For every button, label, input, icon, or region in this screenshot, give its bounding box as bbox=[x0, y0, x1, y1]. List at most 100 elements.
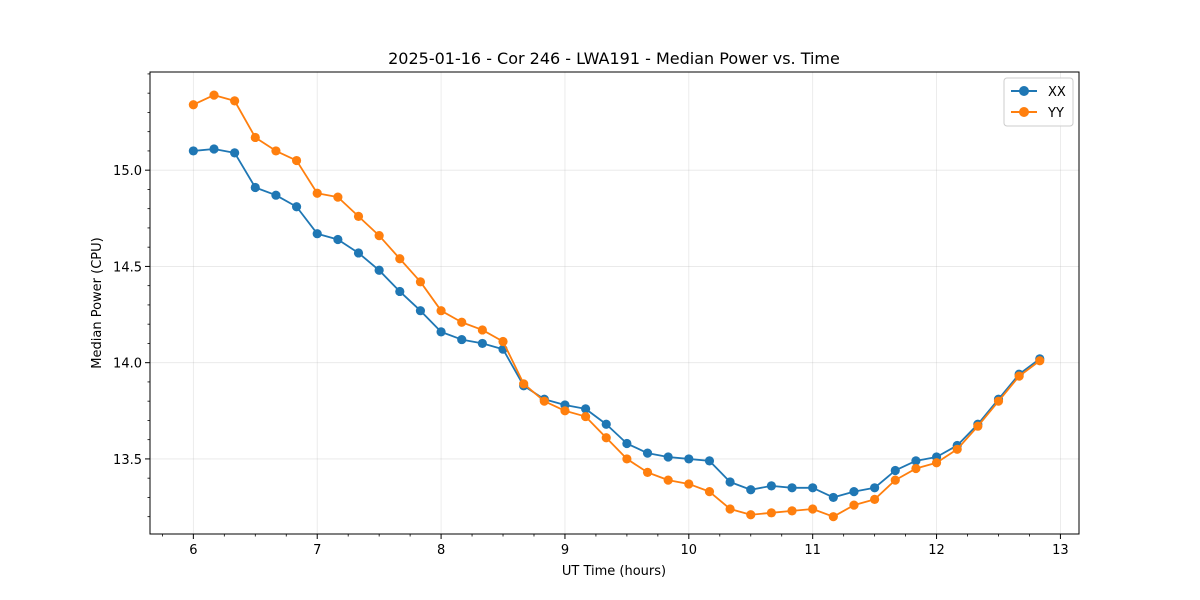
series-layer bbox=[188, 90, 1045, 522]
data-point-yy bbox=[704, 487, 715, 497]
data-point-xx bbox=[312, 229, 322, 239]
data-point-xx bbox=[333, 234, 343, 245]
data-point-yy bbox=[333, 192, 343, 202]
data-point-yy bbox=[230, 96, 240, 106]
legend-marker-xx bbox=[1019, 86, 1029, 96]
data-point-yy bbox=[890, 475, 900, 485]
data-point-xx bbox=[870, 483, 880, 493]
data-point-yy bbox=[746, 510, 756, 520]
data-point-xx bbox=[601, 419, 611, 429]
data-point-xx bbox=[911, 456, 921, 466]
data-point-yy bbox=[684, 479, 694, 489]
legend: XX YY bbox=[1003, 77, 1074, 127]
data-point-yy bbox=[560, 406, 570, 416]
data-point-yy bbox=[766, 508, 777, 518]
data-point-xx bbox=[230, 148, 240, 158]
data-point-xx bbox=[374, 265, 384, 275]
data-point-yy bbox=[291, 155, 302, 166]
x-tick-label: 13 bbox=[1052, 543, 1069, 558]
data-point-xx bbox=[353, 248, 364, 258]
data-point-yy bbox=[312, 188, 322, 198]
data-point-xx bbox=[415, 306, 426, 316]
x-tick-label: 11 bbox=[804, 543, 821, 558]
legend-label-yy: YY bbox=[1047, 106, 1064, 121]
data-point-yy bbox=[622, 454, 632, 464]
x-tick-label: 6 bbox=[189, 543, 197, 558]
data-point-yy bbox=[436, 306, 446, 316]
data-point-xx bbox=[291, 202, 302, 212]
data-point-yy bbox=[931, 458, 942, 468]
x-axis-label: UT Time (hours) bbox=[562, 564, 666, 579]
data-point-xx bbox=[746, 485, 756, 495]
grid bbox=[150, 72, 1079, 534]
data-point-yy bbox=[1035, 356, 1045, 366]
x-tick-label: 7 bbox=[313, 543, 321, 558]
data-point-yy bbox=[395, 254, 405, 264]
data-point-xx bbox=[828, 492, 838, 503]
data-point-yy bbox=[973, 421, 983, 431]
data-point-yy bbox=[188, 100, 198, 110]
data-point-yy bbox=[250, 132, 260, 143]
data-point-yy bbox=[601, 433, 611, 443]
data-point-yy bbox=[477, 325, 487, 335]
data-point-yy bbox=[415, 277, 426, 287]
y-tick-label: 13.5 bbox=[113, 453, 142, 468]
plot-frame bbox=[149, 71, 1080, 535]
data-point-xx bbox=[808, 483, 818, 493]
data-point-xx bbox=[684, 454, 694, 464]
data-point-xx bbox=[436, 327, 446, 337]
data-point-xx bbox=[725, 477, 735, 487]
y-tick-label: 15.0 bbox=[113, 164, 142, 179]
legend-marker-yy bbox=[1019, 107, 1029, 117]
data-point-xx bbox=[250, 182, 260, 193]
x-tick-label: 8 bbox=[437, 543, 445, 558]
data-point-yy bbox=[808, 504, 818, 514]
data-point-yy bbox=[642, 467, 653, 477]
x-tick-label: 12 bbox=[928, 543, 945, 558]
axes: 6 7 8 9 10 11 12 13 13.5 14.0 14.5 15.0 bbox=[113, 73, 1069, 558]
data-point-yy bbox=[663, 475, 673, 485]
data-point-yy bbox=[787, 506, 797, 516]
data-point-yy bbox=[952, 444, 962, 454]
data-point-yy bbox=[209, 90, 219, 100]
legend-label-xx: XX bbox=[1048, 85, 1066, 100]
data-point-xx bbox=[890, 465, 900, 476]
data-point-xx bbox=[766, 481, 777, 491]
data-point-xx bbox=[849, 487, 859, 497]
x-tick-label: 9 bbox=[561, 543, 569, 558]
data-point-yy bbox=[993, 396, 1004, 406]
data-point-yy bbox=[828, 512, 838, 522]
data-point-yy bbox=[911, 463, 921, 474]
data-point-xx bbox=[395, 286, 405, 297]
data-point-xx bbox=[663, 452, 673, 462]
data-point-yy bbox=[870, 494, 880, 504]
data-point-yy bbox=[519, 379, 529, 389]
data-point-yy bbox=[374, 231, 384, 241]
data-point-yy bbox=[581, 411, 591, 422]
data-point-yy bbox=[498, 336, 508, 347]
data-point-yy bbox=[725, 504, 735, 514]
data-point-xx bbox=[457, 334, 467, 345]
chart-title: 2025-01-16 - Cor 246 - LWA191 - Median P… bbox=[388, 49, 840, 68]
data-point-yy bbox=[1014, 371, 1024, 381]
y-tick-label: 14.0 bbox=[113, 357, 142, 372]
data-point-xx bbox=[622, 438, 632, 449]
y-axis-label: Median Power (CPU) bbox=[90, 237, 105, 368]
data-point-yy bbox=[457, 317, 467, 327]
data-point-yy bbox=[849, 500, 859, 510]
data-point-xx bbox=[704, 456, 715, 466]
data-point-xx bbox=[581, 404, 591, 414]
data-point-xx bbox=[642, 448, 653, 458]
data-point-xx bbox=[787, 483, 797, 493]
data-point-xx bbox=[188, 146, 198, 156]
data-point-yy bbox=[353, 211, 364, 221]
data-point-yy bbox=[539, 396, 549, 406]
data-point-yy bbox=[271, 146, 281, 156]
data-point-xx bbox=[271, 190, 281, 200]
x-tick-label: 10 bbox=[681, 543, 698, 558]
data-point-xx bbox=[477, 338, 487, 349]
y-tick-label: 14.5 bbox=[113, 260, 142, 275]
data-point-xx bbox=[209, 144, 219, 154]
